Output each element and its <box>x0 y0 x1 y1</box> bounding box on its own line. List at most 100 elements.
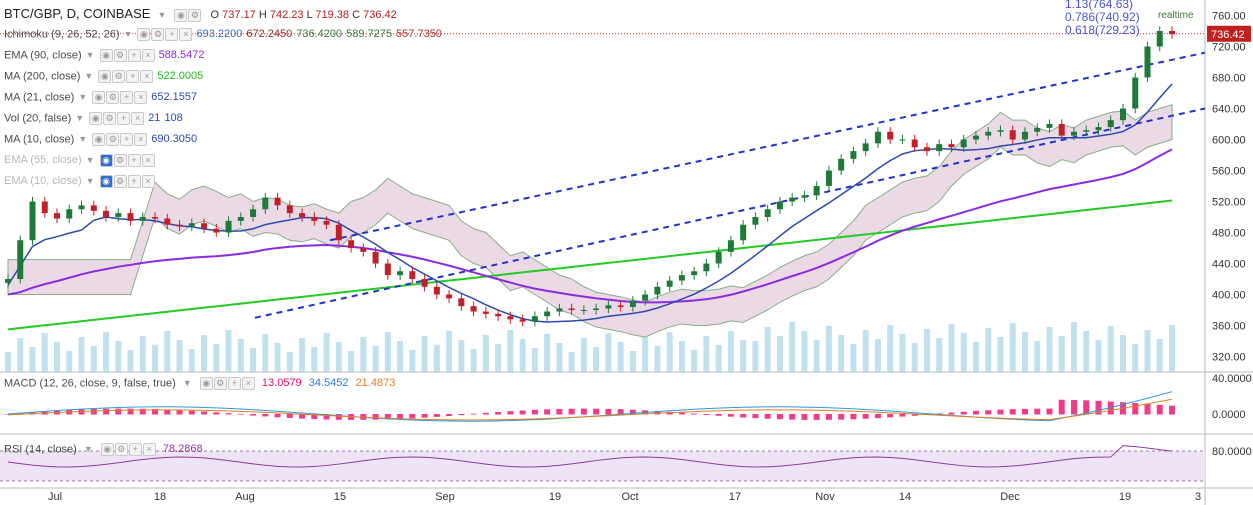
plus-icon[interactable]: + <box>126 70 140 83</box>
close-icon[interactable]: × <box>131 112 145 125</box>
gear-icon[interactable]: ⚙ <box>106 91 120 104</box>
chevron-down-icon[interactable]: ▼ <box>157 10 167 20</box>
gear-icon[interactable]: ⚙ <box>113 49 127 62</box>
gear-icon[interactable]: ⚙ <box>114 443 128 456</box>
macd-legend[interactable]: MACD (12, 26, close, 9, false, true) ▼ ◉… <box>4 377 395 390</box>
plus-icon[interactable]: + <box>127 49 141 62</box>
plus-icon[interactable]: + <box>127 175 141 188</box>
eye-icon[interactable]: ◉ <box>99 175 113 188</box>
plus-icon[interactable]: + <box>227 377 241 390</box>
indicator-legend[interactable]: MA (21, close) ▼ ◉ ⚙ + × 652.1557 <box>4 91 197 104</box>
symbol-title[interactable]: BTC/GBP, D, COINBASE <box>4 6 151 21</box>
chevron-down-icon[interactable]: ▼ <box>75 113 85 124</box>
gear-icon[interactable]: ⚙ <box>106 133 120 146</box>
indicator-legend[interactable]: EMA (10, close) ▼ ◉ ⚙ + × <box>4 175 155 188</box>
candle-body <box>262 197 269 210</box>
gear-icon[interactable]: ⚙ <box>113 154 127 167</box>
gear-icon[interactable]: ⚙ <box>188 8 202 22</box>
macd-histogram-bar <box>948 412 955 415</box>
close-icon[interactable]: × <box>141 49 155 62</box>
candle-body <box>323 220 330 225</box>
indicator-legend[interactable]: Vol (20, false) ▼ ◉ ⚙ + × 21 108 <box>4 112 183 125</box>
candle-body <box>1021 131 1028 140</box>
rsi-legend[interactable]: RSI (14, close) ▼ ◉ ⚙ + × 78.2868 <box>4 443 203 456</box>
volume-bar <box>1095 340 1102 372</box>
gear-icon[interactable]: ⚙ <box>103 112 117 125</box>
chevron-down-icon[interactable]: ▼ <box>182 378 192 389</box>
candle-body <box>54 213 61 219</box>
gear-icon[interactable]: ⚙ <box>213 377 227 390</box>
volume-bar <box>580 338 587 372</box>
candle-body <box>678 275 685 281</box>
close-icon[interactable]: × <box>134 91 148 104</box>
close-icon[interactable]: × <box>141 154 155 167</box>
plus-icon[interactable]: + <box>128 443 142 456</box>
volume-bar <box>348 351 355 372</box>
eye-icon[interactable]: ◉ <box>174 8 188 22</box>
indicator-value: 652.1557 <box>151 91 198 104</box>
indicator-legend[interactable]: Ichimoku (9, 26, 52, 26) ▼ ◉ ⚙ + × 693.2200 672… <box>4 28 442 41</box>
chevron-down-icon[interactable]: ▼ <box>85 176 95 187</box>
candle-body <box>593 308 600 310</box>
indicator-legend[interactable]: MA (10, close) ▼ ◉ ⚙ + × 690.3050 <box>4 133 197 146</box>
close-icon[interactable]: × <box>241 377 255 390</box>
macd-histogram-bar <box>519 410 526 415</box>
indicator-legend[interactable]: EMA (90, close) ▼ ◉ ⚙ + × 588.5472 <box>4 49 204 62</box>
close-icon[interactable]: × <box>179 28 193 41</box>
plus-icon[interactable]: + <box>120 91 134 104</box>
eye-icon[interactable]: ◉ <box>199 377 213 390</box>
macd-histogram-bar <box>115 408 122 415</box>
eye-icon[interactable]: ◉ <box>99 154 113 167</box>
chevron-down-icon[interactable]: ▼ <box>83 444 93 455</box>
eye-icon[interactable]: ◉ <box>92 133 106 146</box>
gear-icon[interactable]: ⚙ <box>112 70 126 83</box>
volume-bar <box>666 332 673 372</box>
eye-icon[interactable]: ◉ <box>92 91 106 104</box>
volume-bar <box>90 346 97 372</box>
macd-histogram-bar <box>372 414 379 420</box>
candle-body <box>1070 131 1077 136</box>
chevron-down-icon[interactable]: ▼ <box>123 29 133 40</box>
chevron-down-icon[interactable]: ▼ <box>78 134 88 145</box>
time-tick-label: 19 <box>549 491 561 503</box>
indicator-legend[interactable]: EMA (55, close) ▼ ◉ ⚙ + × <box>4 154 155 167</box>
candle-body <box>825 170 832 186</box>
candle-body <box>164 218 171 225</box>
volume-bar <box>41 333 48 372</box>
plus-icon[interactable]: + <box>165 28 179 41</box>
chevron-down-icon[interactable]: ▼ <box>85 50 95 61</box>
eye-icon[interactable]: ◉ <box>89 112 103 125</box>
eye-icon[interactable]: ◉ <box>137 28 151 41</box>
volume-bar <box>764 327 771 372</box>
eye-icon[interactable]: ◉ <box>99 49 113 62</box>
volume-bar <box>152 345 159 372</box>
candle-body <box>801 195 808 198</box>
close-icon[interactable]: × <box>142 443 156 456</box>
volume-bar <box>715 345 722 372</box>
close-icon[interactable]: × <box>141 175 155 188</box>
plus-icon[interactable]: + <box>120 133 134 146</box>
macd-signal-line <box>7 398 1173 421</box>
volume-bar <box>936 338 943 372</box>
macd-histogram-bar <box>727 414 734 417</box>
plus-icon[interactable]: + <box>117 112 131 125</box>
volume-bar <box>225 330 232 372</box>
indicator-legend[interactable]: MA (200, close) ▼ ◉ ⚙ + × 522.0005 <box>4 70 203 83</box>
chevron-down-icon[interactable]: ▼ <box>78 92 88 103</box>
eye-icon[interactable]: ◉ <box>98 70 112 83</box>
volume-bar <box>556 343 563 372</box>
gear-icon[interactable]: ⚙ <box>113 175 127 188</box>
gear-icon[interactable]: ⚙ <box>151 28 165 41</box>
eye-icon[interactable]: ◉ <box>100 443 114 456</box>
volume-bar <box>54 342 61 372</box>
volume-bar <box>17 338 24 372</box>
indicator-label: Vol (20, false) <box>4 112 72 125</box>
close-icon[interactable]: × <box>140 70 154 83</box>
plus-icon[interactable]: + <box>127 154 141 167</box>
chevron-down-icon[interactable]: ▼ <box>84 71 94 82</box>
volume-bar <box>433 345 440 372</box>
macd-histogram-bar <box>103 408 110 415</box>
chevron-down-icon[interactable]: ▼ <box>85 155 95 166</box>
close-icon[interactable]: × <box>134 133 148 146</box>
